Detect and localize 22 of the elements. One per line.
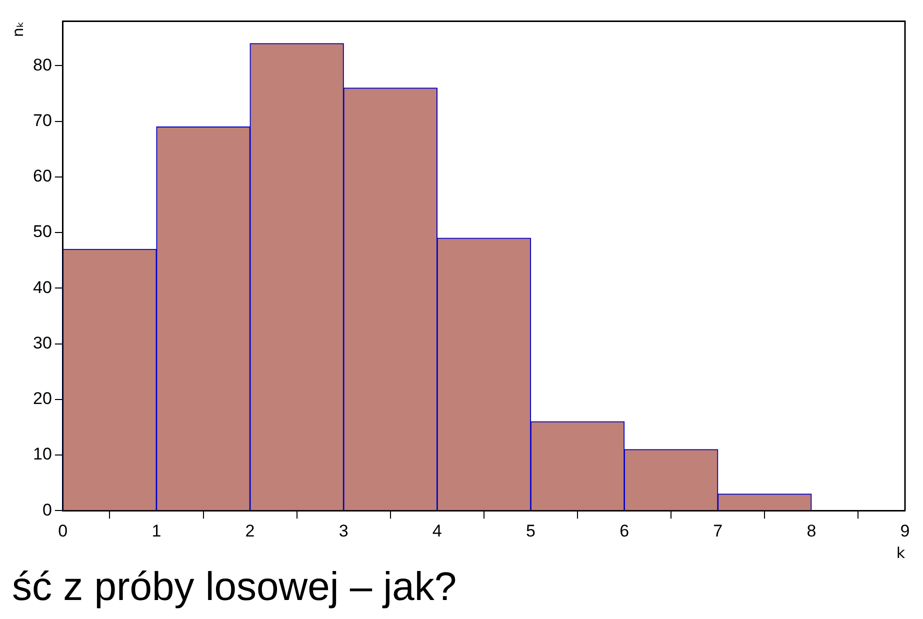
y-tick-label: 30 — [32, 333, 52, 352]
x-tick-label: 7 — [713, 521, 723, 540]
x-tick-label: 5 — [526, 521, 536, 540]
x-tick-label: 4 — [432, 521, 442, 540]
x-tick-label: 2 — [245, 521, 255, 540]
text: ść z próby losowej – jak? — [11, 564, 458, 611]
y-tick-label: 80 — [32, 55, 52, 74]
y-tick-label: 20 — [32, 389, 52, 408]
x-tick-label: 6 — [620, 521, 630, 540]
x-tick-label: 9 — [900, 521, 910, 540]
x-tick-label: 3 — [338, 521, 348, 540]
x-tick-label: 0 — [58, 521, 68, 540]
y-tick-label: 10 — [32, 444, 52, 464]
y-tick-label: 60 — [32, 166, 52, 186]
y-tick-label: 50 — [32, 222, 52, 242]
y-tick-label: 70 — [32, 110, 52, 130]
y-tick-label: 0 — [42, 500, 52, 520]
y-axis-title: nₖ — [8, 21, 27, 38]
x-axis-title: k — [896, 544, 906, 562]
x-tick-label: 8 — [806, 521, 816, 540]
x-tick-label: 1 — [152, 521, 162, 540]
y-tick-label: 40 — [32, 278, 52, 297]
